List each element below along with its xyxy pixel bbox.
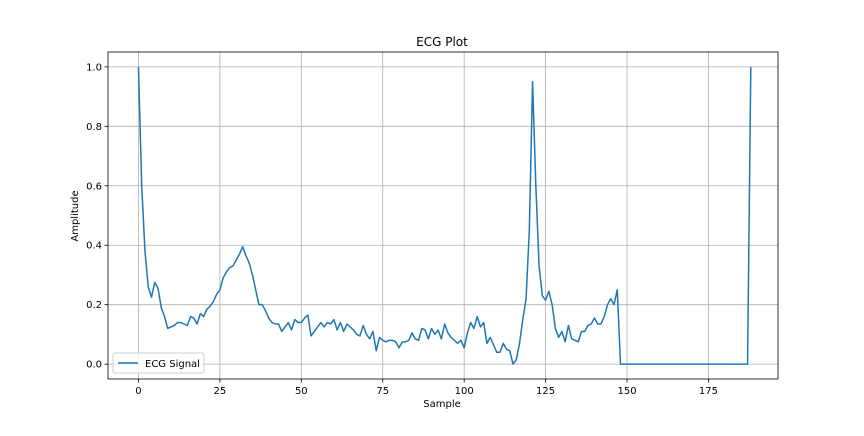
grid-layer	[108, 52, 778, 379]
axes-layer	[107, 51, 779, 380]
y-tick-label: 0.6	[86, 181, 102, 192]
legend: ECG Signal	[112, 352, 205, 374]
series-layer	[137, 66, 752, 365]
ticks-layer: 0 25 50 75 100 125 150 175 0.0 0.2 0.4 0.6 0.8 1.0	[86, 62, 718, 397]
y-axis-label: Amplitude	[70, 190, 81, 241]
x-tick-label: 0	[135, 386, 141, 397]
x-tick-label: 150	[617, 386, 636, 397]
y-tick-label: 1.0	[86, 62, 102, 73]
legend-label: ECG Signal	[145, 359, 200, 370]
y-tick-label: 0.8	[86, 122, 102, 133]
x-tick-label: 75	[376, 386, 389, 397]
x-tick-label: 50	[295, 386, 308, 397]
chart-title: ECG Plot	[416, 35, 468, 49]
x-tick-label: 125	[536, 386, 555, 397]
y-tick-label: 0.0	[86, 360, 102, 371]
x-tick-label: 175	[699, 386, 718, 397]
y-tick-label: 0.2	[86, 300, 102, 311]
plot-frame	[107, 51, 779, 380]
x-tick-label: 100	[455, 386, 474, 397]
y-tick-label: 0.4	[86, 241, 102, 252]
series-line-ecg-signal	[137, 66, 752, 365]
legend-box	[112, 352, 205, 374]
x-axis-label: Sample	[423, 399, 461, 410]
x-tick-label: 25	[214, 386, 227, 397]
